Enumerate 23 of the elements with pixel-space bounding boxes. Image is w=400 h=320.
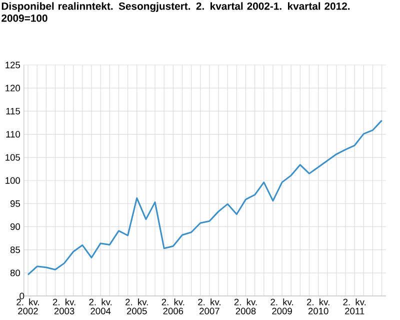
y-tick-label: 120 [6, 84, 20, 92]
x-tick-label: 2. kv. 2010 [306, 298, 330, 314]
x-tick-label: 2. kv. 2008 [234, 298, 257, 314]
annotation: 0 [20, 292, 24, 300]
x-tick-label: 2. kv. 2007 [198, 298, 220, 314]
x-tick-label: 2. kv. 2006 [162, 298, 184, 314]
chart-title: Disponibel realinntekt. Sesongjustert. 2. kvartal 2002-1. kvartal 2012. 2009=100 [2, 2, 350, 22]
x-tick-label: 2. kv. 2003 [52, 298, 76, 314]
y-tick-label: 100 [6, 177, 20, 184]
y-tick-label: 110 [6, 131, 20, 138]
y-tick-label: 105 [6, 154, 20, 161]
line-series [27, 120, 383, 276]
y-tick-label: 125 [6, 62, 20, 68]
y-tick-label: 95 [10, 200, 20, 207]
x-tick-label: 2. kv. 2005 [126, 298, 148, 314]
x-tick-label: 2. kv. 2009 [270, 298, 293, 314]
x-tick-label: 2. kv. 2011 [343, 298, 366, 314]
y-tick-label: 115 [6, 108, 20, 114]
y-tick-label: 90 [10, 223, 20, 230]
y-tick-label: 80 [10, 270, 20, 276]
y-tick-label: 85 [10, 246, 20, 254]
x-tick-label: 2. kv. 2002 [16, 298, 39, 314]
x-tick-label: 2. kv. 2004 [89, 298, 112, 314]
